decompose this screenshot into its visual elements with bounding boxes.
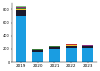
Bar [16,16,26,62]
Bar [16,10,26,16]
Bar [16,7,26,8]
Bar [32,52,43,62]
Bar [32,50,43,52]
Bar [16,9,26,10]
Bar [66,46,77,48]
Bar [82,46,93,48]
Bar [49,47,60,49]
Bar [16,8,26,9]
Bar [49,46,60,47]
Bar [82,45,93,46]
Bar [82,48,93,62]
Bar [66,48,77,62]
Bar [66,44,77,45]
Bar [49,49,60,62]
Bar [66,45,77,46]
Bar [16,6,26,7]
Bar [32,49,43,50]
